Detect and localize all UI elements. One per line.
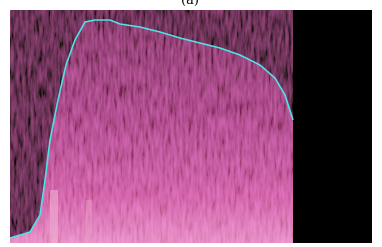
figure: (a): [0, 0, 382, 243]
caption: (a): [181, 0, 199, 8]
bright-streak: [86, 200, 92, 243]
blank-region: [293, 10, 372, 243]
bright-streak: [50, 190, 58, 243]
page: (a) (() => { const data = JSON.parse(doc…: [0, 0, 382, 243]
